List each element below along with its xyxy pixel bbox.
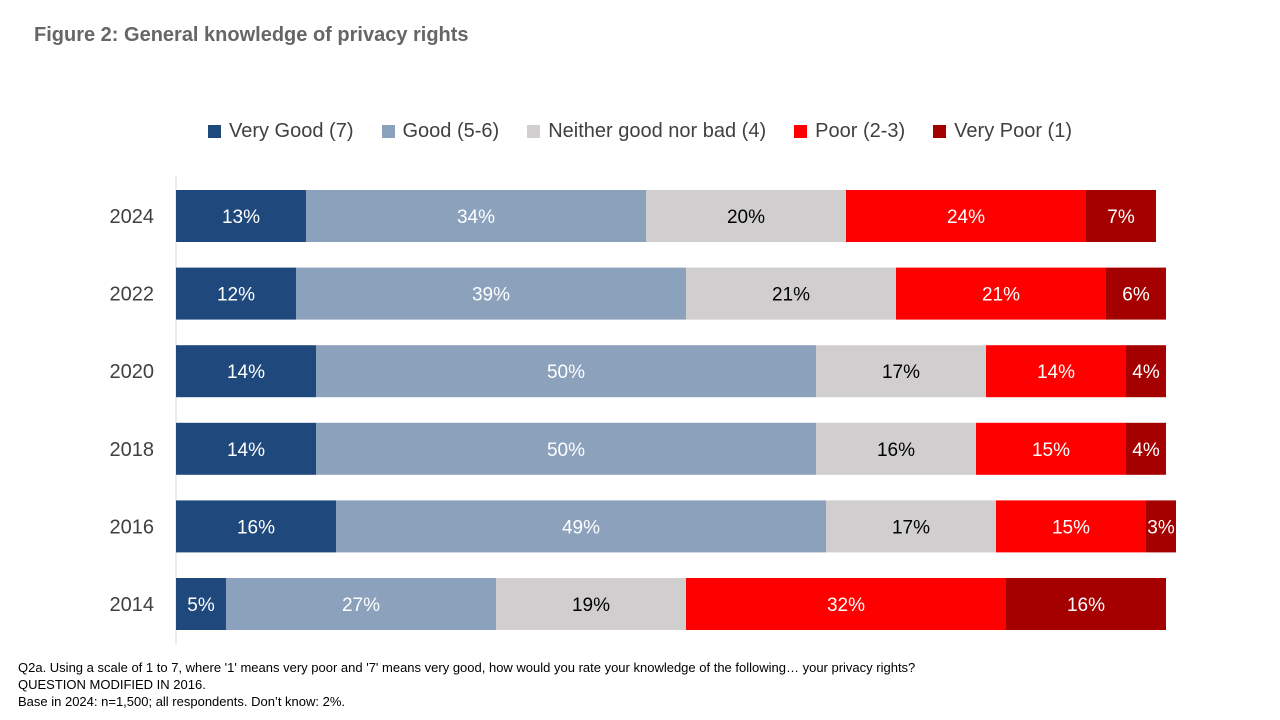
legend-label: Very Poor (1) xyxy=(954,119,1072,142)
data-label-2018-0: 14% xyxy=(227,440,265,461)
data-label-2024-4: 7% xyxy=(1107,207,1135,228)
legend-swatch xyxy=(381,124,395,138)
bar-segment-2018-3 xyxy=(976,422,1126,475)
data-label-2014-1: 27% xyxy=(342,595,380,616)
footnote-base-note: Base in 2024: n=1,500; all respondents. … xyxy=(18,694,346,709)
bar-segment-2018-2 xyxy=(816,422,976,475)
bar-segment-2016-0 xyxy=(176,500,336,553)
bar-segment-2016-3 xyxy=(996,500,1146,553)
bar-segment-2020-1 xyxy=(316,345,816,398)
data-label-2014-4: 16% xyxy=(1067,595,1105,616)
data-label-2014-2: 19% xyxy=(572,595,610,616)
legend-item-4: Very Poor (1) xyxy=(933,117,1072,145)
data-label-2020-4: 4% xyxy=(1132,362,1160,383)
footnote: Q2a. Using a scale of 1 to 7, where '1' … xyxy=(18,659,915,710)
legend-label: Neither good nor bad (4) xyxy=(548,119,767,142)
bar-segment-2014-2 xyxy=(496,578,686,630)
data-label-2022-0: 12% xyxy=(217,285,255,306)
data-label-2024-1: 34% xyxy=(457,207,495,228)
bar-segment-2020-0 xyxy=(176,345,316,398)
bar-segment-2022-4 xyxy=(1106,267,1166,320)
bar-segment-2016-1 xyxy=(336,500,826,553)
data-label-2020-3: 14% xyxy=(1037,362,1075,383)
category-label-2014: 2014 xyxy=(110,594,155,616)
chart-title: Figure 2: General knowledge of privacy r… xyxy=(34,24,469,46)
legend-swatch xyxy=(933,124,947,138)
bar-segment-2020-4 xyxy=(1126,345,1166,398)
legend-swatch xyxy=(527,124,541,138)
bar-segment-2014-0 xyxy=(176,578,226,630)
legend-swatch xyxy=(794,124,808,138)
bar-segment-2022-1 xyxy=(296,267,686,320)
bar-segment-2018-4 xyxy=(1126,422,1166,475)
legend-item-0: Very Good (7) xyxy=(207,117,354,145)
legend-label: Very Good (7) xyxy=(228,119,354,142)
bar-segment-2016-4 xyxy=(1146,500,1176,553)
data-label-2016-4: 3% xyxy=(1147,517,1175,538)
category-label-2020: 2020 xyxy=(110,361,155,383)
legend-swatch xyxy=(207,124,221,138)
bar-segment-2022-0 xyxy=(176,267,296,320)
data-label-2016-1: 49% xyxy=(562,517,600,538)
category-label-2018: 2018 xyxy=(110,439,155,461)
category-label-2022: 2022 xyxy=(110,284,155,306)
footnote-question: Q2a. Using a scale of 1 to 7, where '1' … xyxy=(18,660,916,675)
legend-item-3: Poor (2-3) xyxy=(794,117,905,145)
bar-segment-2022-3 xyxy=(896,267,1106,320)
legend-item-1: Good (5-6) xyxy=(381,117,500,145)
bar-segment-2014-4 xyxy=(1006,578,1166,630)
bar-segment-2024-1 xyxy=(306,190,646,242)
bar-segment-2016-2 xyxy=(826,500,996,553)
bar-segment-2018-0 xyxy=(176,422,316,475)
data-label-2020-2: 17% xyxy=(882,362,920,383)
data-label-2022-1: 39% xyxy=(472,285,510,306)
bar-segment-2018-1 xyxy=(316,422,816,475)
data-label-2022-2: 21% xyxy=(772,285,810,306)
data-label-2020-0: 14% xyxy=(227,362,265,383)
bar-segment-2014-3 xyxy=(686,578,1006,630)
data-label-2016-3: 15% xyxy=(1052,517,1090,538)
data-label-2022-3: 21% xyxy=(982,285,1020,306)
data-label-2022-4: 6% xyxy=(1122,285,1150,306)
bar-segment-2024-4 xyxy=(1086,190,1156,242)
legend-item-2: Neither good nor bad (4) xyxy=(527,117,766,145)
legend-label: Poor (2-3) xyxy=(815,119,906,142)
bar-segment-2024-0 xyxy=(176,190,306,242)
data-label-2014-0: 5% xyxy=(187,595,215,616)
bar-segment-2024-3 xyxy=(846,190,1086,242)
bar-segment-2022-2 xyxy=(686,267,896,320)
data-label-2018-4: 4% xyxy=(1132,440,1160,461)
data-label-2016-2: 17% xyxy=(892,517,930,538)
bar-segment-2020-3 xyxy=(986,345,1126,398)
data-label-2024-2: 20% xyxy=(727,207,765,228)
chart-legend: Very Good (7) Good (5-6) Neither good nor … xyxy=(0,117,1280,145)
category-label-2024: 2024 xyxy=(110,206,155,228)
bar-segment-2020-2 xyxy=(816,345,986,398)
category-label-2016: 2016 xyxy=(110,516,155,538)
bar-segment-2024-2 xyxy=(646,190,846,242)
data-label-2024-3: 24% xyxy=(947,207,985,228)
data-label-2018-1: 50% xyxy=(547,440,585,461)
data-label-2024-0: 13% xyxy=(222,207,260,228)
data-label-2014-3: 32% xyxy=(827,595,865,616)
data-label-2018-3: 15% xyxy=(1032,440,1070,461)
data-label-2018-2: 16% xyxy=(877,440,915,461)
bar-segment-2014-1 xyxy=(226,578,496,630)
footnote-modification-note: QUESTION MODIFIED IN 2016. xyxy=(18,677,206,692)
data-label-2020-1: 50% xyxy=(547,362,585,383)
data-label-2016-0: 16% xyxy=(237,517,275,538)
legend-label: Good (5-6) xyxy=(402,119,500,142)
